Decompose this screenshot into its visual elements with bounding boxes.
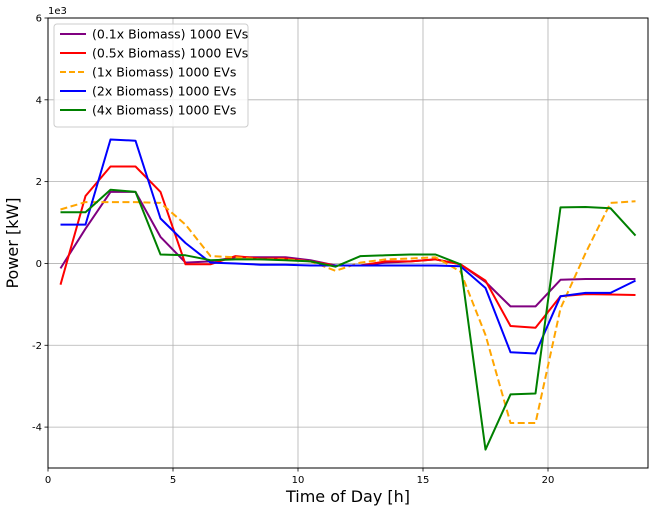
- legend-label-2: (0.5x Biomass) 1000 EVs: [92, 46, 248, 61]
- y-scale-label: 1e3: [48, 6, 67, 17]
- legend: (0.1x Biomass) 1000 EVs (0.5x Biomass) 10…: [53, 23, 249, 128]
- legend-label-1: (0.1x Biomass) 1000 EVs: [92, 27, 248, 42]
- y-tick-label: 2: [36, 177, 42, 188]
- y-tick-label: 6: [36, 14, 42, 25]
- legend-label-3: (1x Biomass) 1000 EVs: [92, 65, 236, 80]
- y-axis-label: Power [kW]: [3, 197, 22, 288]
- x-tick-label: 20: [542, 475, 555, 486]
- x-tick-label: 5: [170, 475, 176, 486]
- x-tick-label: 0: [45, 475, 51, 486]
- plot-frame: [47, 17, 649, 469]
- y-tick-label: -2: [32, 341, 42, 352]
- x-axis-label: Time of Day [h]: [285, 487, 410, 506]
- series-lines: [59, 138, 637, 451]
- legend-box: [53, 23, 249, 128]
- x-tick-label: 10: [292, 475, 305, 486]
- y-tick-label: 4: [36, 95, 42, 106]
- y-tick-label: 0: [36, 259, 42, 270]
- y-tick-label: -4: [32, 423, 42, 434]
- series-line-5: [60, 188, 637, 451]
- x-axis-ticks: 0 5 10 15 20: [45, 468, 555, 486]
- y-axis-ticks: -4 -2 0 2 4 6: [32, 14, 48, 434]
- series-line-4: [60, 138, 636, 355]
- legend-label-4: (2x Biomass) 1000 EVs: [92, 84, 236, 99]
- x-tick-label: 15: [417, 475, 430, 486]
- legend-label-5: (4x Biomass) 1000 EVs: [92, 103, 236, 118]
